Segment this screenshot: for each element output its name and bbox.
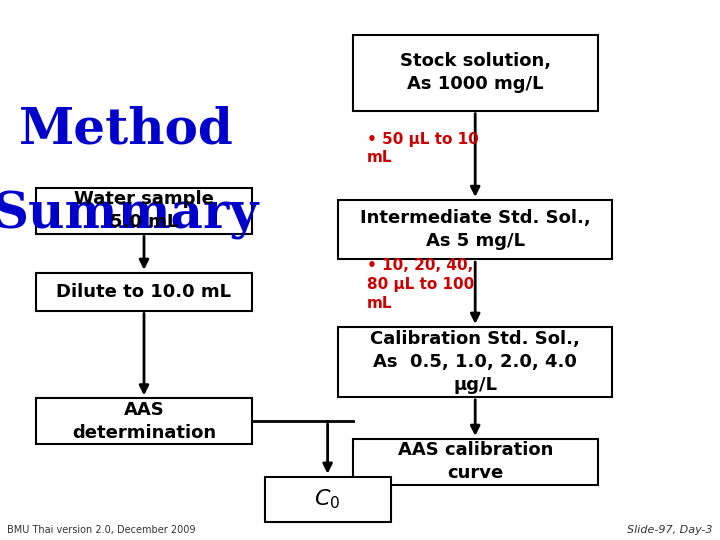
Text: Method: Method	[19, 105, 233, 154]
Text: Calibration Std. Sol.,
As  0.5, 1.0, 2.0, 4.0
μg/L: Calibration Std. Sol., As 0.5, 1.0, 2.0,…	[370, 330, 580, 394]
Text: Stock solution,
As 1000 mg/L: Stock solution, As 1000 mg/L	[400, 52, 551, 93]
Text: AAS calibration
curve: AAS calibration curve	[397, 441, 553, 482]
FancyBboxPatch shape	[353, 35, 598, 111]
FancyBboxPatch shape	[265, 477, 390, 523]
FancyBboxPatch shape	[338, 200, 612, 259]
Text: Summary: Summary	[0, 192, 259, 240]
Text: Intermediate Std. Sol.,
As 5 mg/L: Intermediate Std. Sol., As 5 mg/L	[360, 209, 590, 250]
Text: • 10, 20, 40,
80 μL to 100
mL: • 10, 20, 40, 80 μL to 100 mL	[367, 259, 474, 310]
FancyBboxPatch shape	[36, 399, 252, 444]
Text: $\mathit{C}_0$: $\mathit{C}_0$	[315, 488, 341, 511]
FancyBboxPatch shape	[36, 188, 252, 233]
Text: Water sample
5.0 mL: Water sample 5.0 mL	[74, 190, 214, 231]
FancyBboxPatch shape	[36, 273, 252, 310]
Text: Dilute to 10.0 mL: Dilute to 10.0 mL	[56, 282, 232, 301]
Text: BMU Thai version 2.0, December 2009: BMU Thai version 2.0, December 2009	[7, 524, 196, 535]
Text: Slide-97, Day-3: Slide-97, Day-3	[627, 524, 713, 535]
Text: AAS
determination: AAS determination	[72, 401, 216, 442]
FancyBboxPatch shape	[338, 327, 612, 397]
FancyBboxPatch shape	[353, 438, 598, 485]
Text: • 50 μL to 10
mL: • 50 μL to 10 mL	[367, 132, 479, 165]
